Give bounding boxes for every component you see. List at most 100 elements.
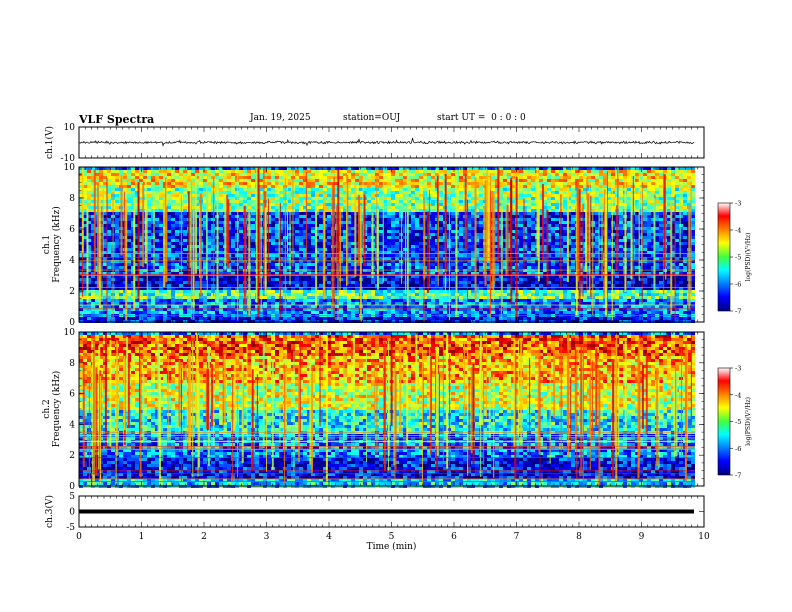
ch1-spectrogram-cell — [167, 305, 171, 308]
ch1-spectrogram-cell — [147, 182, 151, 185]
ch1-spectrogram-cell — [191, 179, 195, 182]
ch1-spectrogram-cell — [159, 299, 163, 302]
ch1-spectrogram-cell — [275, 263, 279, 266]
ch1-spectrogram-cell — [99, 230, 103, 233]
ch1-spectrogram-cell — [131, 254, 135, 257]
ch1-spectrogram-cell — [355, 281, 359, 284]
ch1-spectrogram-cell — [151, 245, 155, 248]
ch1-spectrogram-cell — [243, 305, 247, 308]
ch1-spectrogram-cell — [367, 194, 371, 197]
ch1-spectrogram-cell — [183, 269, 187, 272]
ch1-spectrogram-cell — [91, 263, 95, 266]
ch1-spectrogram-cell — [79, 170, 83, 173]
ch1-spectrogram-cell — [279, 287, 283, 290]
ch1-spectrogram-cell — [379, 176, 383, 179]
ch1-spectrogram-cell — [431, 317, 435, 320]
ch1-spectrogram-cell — [151, 308, 155, 311]
ch1-spectrogram-cell — [335, 179, 339, 182]
ch1-spectrogram-cell — [395, 272, 399, 275]
ch1-spectrogram-cell — [103, 260, 107, 263]
ch1-spectrogram-cell — [239, 275, 243, 278]
ch1-spectrogram-cell — [207, 167, 211, 170]
ch1-spectrogram-cell — [207, 239, 211, 242]
ch1-spectrogram-cell — [327, 227, 331, 230]
ch1-spectrogram-cell — [339, 290, 343, 293]
ch1-spectrogram-cell — [91, 239, 95, 242]
ch1-spectrogram-cell — [159, 221, 163, 224]
ch1-spectrogram-cell — [295, 200, 299, 203]
ch1-spectrogram-cell — [387, 182, 391, 185]
ch1-spectrogram-cell — [87, 242, 91, 245]
ch1-spectrogram-cell — [351, 167, 355, 170]
ch1-spectrogram-cell — [135, 260, 139, 263]
ch1-spectrogram-cell — [399, 299, 403, 302]
ch1-spectrogram-cell — [355, 176, 359, 179]
ch1-spectrogram-cell — [95, 311, 99, 314]
ch1-spectrogram-cell — [119, 254, 123, 257]
ch1-spectrogram-cell — [271, 260, 275, 263]
ch1-spectrogram-cell — [123, 200, 127, 203]
ch1-spectrogram-cell — [235, 248, 239, 251]
ch1-spectrogram-cell — [387, 224, 391, 227]
ch1-spectrogram-cell — [183, 296, 187, 299]
ch1-spectrogram-cell — [155, 206, 159, 209]
ch1-spectrogram-cell — [275, 233, 279, 236]
ch1-spectrogram-cell — [143, 287, 147, 290]
ch1-spectrogram-cell — [439, 191, 443, 194]
ch1-spectrogram-cell — [83, 299, 87, 302]
ch1-spectrogram-cell — [243, 173, 247, 176]
ch1-spectrogram-cell — [439, 317, 443, 320]
ch1-spectrogram-cell — [279, 194, 283, 197]
ch1-spectrogram-cell — [127, 251, 131, 254]
ch1-spectrogram-cell — [279, 263, 283, 266]
ch1-spectrogram-cell — [87, 212, 91, 215]
ch1-spectrogram-cell — [123, 317, 127, 320]
ch1-spectrogram-cell — [287, 278, 291, 281]
ch1-spectrogram-cell — [295, 317, 299, 320]
ch1-spectrogram-cell — [271, 311, 275, 314]
ch1-spectrogram-cell — [99, 173, 103, 176]
ch1-spectrogram-cell — [187, 179, 191, 182]
ch1-spectrogram-cell — [91, 185, 95, 188]
ch1-spectrogram-cell — [107, 200, 111, 203]
ch1-spectrogram-cell — [139, 254, 143, 257]
ch1-spectrogram-cell — [415, 212, 419, 215]
ch1-spectrogram-cell — [175, 182, 179, 185]
ch1-spectrogram-cell — [391, 197, 395, 200]
ch1-spectrogram-cell — [351, 197, 355, 200]
ch1-spectrogram-cell — [287, 221, 291, 224]
ch1-spectrogram-cell — [131, 203, 135, 206]
ch1-spectrogram-cell — [107, 188, 111, 191]
ch1-spectrogram-cell — [339, 188, 343, 191]
ch1-spectrogram-cell — [391, 221, 395, 224]
ch1-spectrogram-cell — [79, 269, 83, 272]
ch1-spectrogram-cell — [127, 305, 131, 308]
ch1-spectrogram-cell — [267, 302, 271, 305]
ch1-spectrogram-cell — [399, 251, 403, 254]
ch1-spectrogram-cell — [387, 200, 391, 203]
ch1-spectrogram-cell — [131, 191, 135, 194]
ch1-spectrogram-cell — [319, 284, 323, 287]
ch1-spectrogram-cell — [83, 260, 87, 263]
ch1-spectrogram-cell — [99, 266, 103, 269]
ch1-spectrogram-cell — [251, 302, 255, 305]
ch1-spectrogram-cell — [191, 317, 195, 320]
ch1-spectrogram-cell — [267, 272, 271, 275]
ch1-spectrogram-cell — [419, 272, 423, 275]
ch1-spectrogram-cell — [271, 209, 275, 212]
ch1-spectrogram-cell — [231, 209, 235, 212]
ch1-spectrogram-cell — [431, 245, 435, 248]
ch1-spectrogram-cell — [235, 188, 239, 191]
ch1-spectrogram-cell — [395, 287, 399, 290]
ch1-spectrogram-cell — [123, 185, 127, 188]
ch1-spectrogram-cell — [419, 269, 423, 272]
ch1-spectrogram-cell — [139, 260, 143, 263]
ch1-spectrogram-cell — [303, 215, 307, 218]
ch1-spectrogram-cell — [323, 299, 327, 302]
ch1-spectrogram-cell — [403, 215, 407, 218]
ch1-spectrogram-cell — [219, 278, 223, 281]
ch1-spectrogram-cell — [231, 248, 235, 251]
ch1-spectrogram-cell — [415, 281, 419, 284]
ch1-spectrogram-cell — [367, 302, 371, 305]
ch1-spectrogram-cell — [91, 230, 95, 233]
